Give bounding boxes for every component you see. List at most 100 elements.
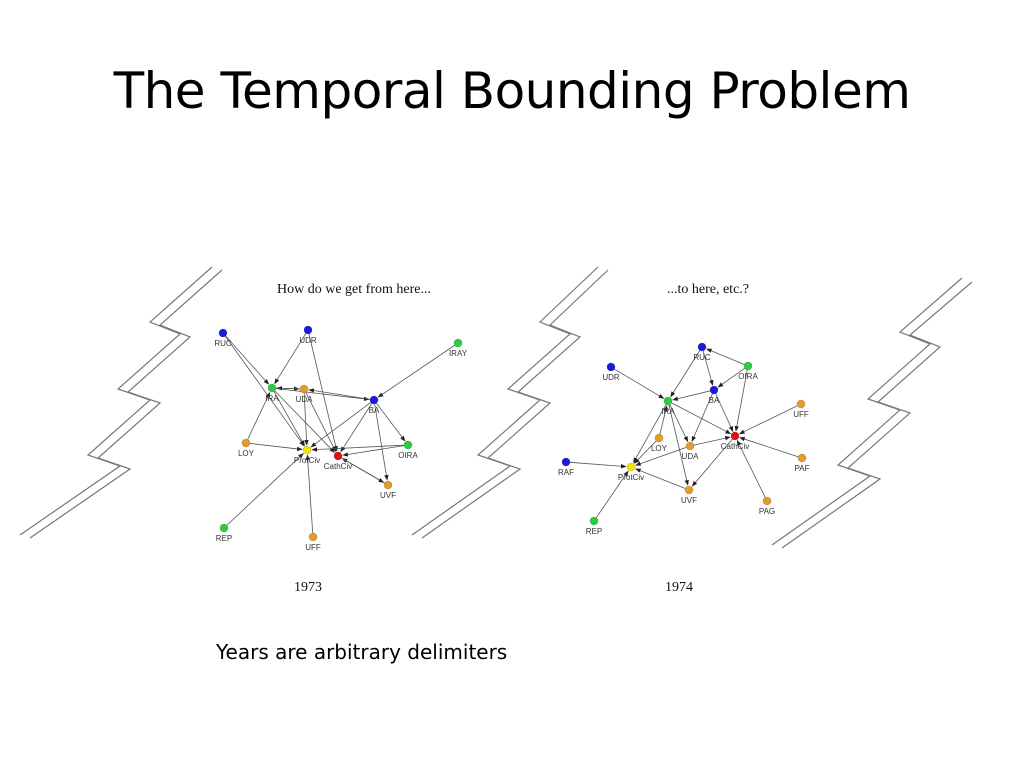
node-uvf: [383, 480, 393, 490]
node-oira: [743, 361, 753, 371]
node-protciv: [626, 462, 636, 472]
edge-ba-to-cathciv: [715, 393, 734, 432]
edge-ira-to-protciv: [633, 404, 667, 464]
node-uff: [308, 532, 318, 542]
node-label-udr: UDR: [602, 373, 620, 382]
edge-ira-to-uvf: [668, 404, 689, 486]
node-iray: [453, 338, 463, 348]
edge-rep-to-protciv: [226, 453, 304, 526]
edge-pag-to-cathciv: [736, 439, 766, 498]
edge-oira-to-cathciv: [342, 445, 405, 457]
node-ira: [267, 383, 277, 393]
node-uda: [685, 441, 695, 451]
edge-raf-to-protciv: [569, 461, 627, 469]
year-label-1973: 1973: [294, 580, 322, 595]
edge-oira-to-protciv: [311, 444, 405, 452]
node-label-iray: IRAY: [449, 349, 468, 358]
edge-uda-to-protciv: [635, 446, 687, 466]
edge-udr-to-ira: [274, 333, 307, 385]
node-label-uda: UDA: [682, 452, 700, 461]
node-label-paf: PAF: [795, 464, 810, 473]
edge-rep-to-protciv: [595, 470, 629, 518]
nodes-1974: RUC UDR OIRA BA IRA UFF LOY UDA CathCiv PAF RAF Pro…: [558, 342, 810, 536]
node-label-protciv: ProtCiv: [618, 473, 644, 482]
node-udr: [303, 325, 313, 335]
node-label-udr: UDR: [299, 336, 317, 345]
node-ira: [663, 396, 673, 406]
node-label-pag: PAG: [759, 507, 775, 516]
node-label-uff: UFF: [305, 543, 321, 552]
node-label-ba: BA: [369, 406, 380, 415]
node-ruc: [697, 342, 707, 352]
node-oira: [403, 440, 413, 450]
node-label-ruc: RUC: [693, 353, 711, 362]
node-ruc: [218, 328, 228, 338]
break-mark-left: [19, 266, 223, 539]
edge-loy-to-ira: [659, 405, 668, 435]
edge-ba-to-cathciv: [340, 403, 373, 453]
edge-ruc-to-protciv: [225, 336, 305, 447]
node-uff: [796, 399, 806, 409]
edge-uda-to-cathciv: [305, 392, 337, 453]
edge-cathciv-to-uvf: [691, 438, 733, 487]
edges-1973: [225, 333, 455, 534]
edge-ira-to-ba: [275, 388, 370, 402]
edge-oira-to-ruc: [706, 348, 745, 365]
edge-paf-to-cathciv: [739, 437, 799, 458]
edge-loy-to-ira: [247, 392, 271, 440]
node-label-loy: LOY: [238, 449, 255, 458]
edge-uff-to-cathciv: [738, 405, 798, 435]
node-uvf: [684, 485, 694, 495]
node-loy: [241, 438, 251, 448]
node-label-loy: LOY: [651, 444, 668, 453]
node-uda: [299, 384, 309, 394]
slide-title: The Temporal Bounding Problem: [113, 62, 911, 120]
node-label-oira: OIRA: [738, 372, 758, 381]
edge-ba-to-ira: [672, 390, 711, 401]
edge-loy-to-protciv: [249, 443, 303, 452]
node-ba: [369, 395, 379, 405]
node-label-raf: RAF: [558, 468, 574, 477]
node-loy: [654, 433, 664, 443]
edge-oira-to-cathciv: [734, 369, 748, 432]
edge-iray-to-ba: [377, 344, 455, 398]
node-label-protciv: ProtCiv: [294, 456, 320, 465]
edge-ira-to-cathciv: [274, 390, 335, 453]
node-label-uvf: UVF: [380, 491, 396, 500]
edge-ba-to-uda: [308, 388, 371, 400]
break-mark-right: [771, 277, 973, 549]
slide-caption: Years are arbitrary delimiters: [216, 640, 508, 664]
node-label-cathciv: CathCiv: [721, 442, 749, 451]
node-rep: [219, 523, 229, 533]
node-pag: [762, 496, 772, 506]
edge-udr-to-ira: [614, 368, 665, 399]
edge-oira-to-ba: [717, 367, 745, 388]
edge-ira-to-uda: [669, 404, 689, 443]
break-mark-middle: [411, 266, 609, 539]
edge-ira-to-protciv: [273, 391, 305, 447]
edge-ba-to-uda: [691, 393, 713, 442]
edge-uda-to-ira: [276, 386, 301, 391]
heading-1973: How do we get from here...: [277, 282, 431, 297]
node-protciv: [302, 445, 312, 455]
edge-ruc-to-ba: [702, 350, 714, 386]
node-ba: [709, 385, 719, 395]
node-label-uff: UFF: [793, 410, 809, 419]
node-label-ba: BA: [709, 396, 720, 405]
node-label-rep: REP: [586, 527, 602, 536]
edge-uda-to-protciv: [303, 392, 309, 446]
node-cathciv: [333, 451, 343, 461]
node-udr: [606, 362, 616, 372]
node-label-ira: IRA: [661, 407, 675, 416]
node-label-ruc: RUC: [214, 339, 232, 348]
edge-cathciv-to-uvf: [341, 457, 385, 483]
nodes-1973: RUC UDR IRAY IRA UDA BA LOY ProtCiv CathCiv OIRA U…: [214, 325, 468, 552]
node-label-cathciv: CathCiv: [324, 462, 352, 471]
edge-loy-to-protciv: [634, 440, 657, 464]
node-label-rep: REP: [216, 534, 232, 543]
edge-ruc-to-ira: [225, 335, 270, 385]
node-raf: [561, 457, 571, 467]
edge-uda-to-cathciv: [693, 435, 731, 446]
node-rep: [589, 516, 599, 526]
node-paf: [797, 453, 807, 463]
